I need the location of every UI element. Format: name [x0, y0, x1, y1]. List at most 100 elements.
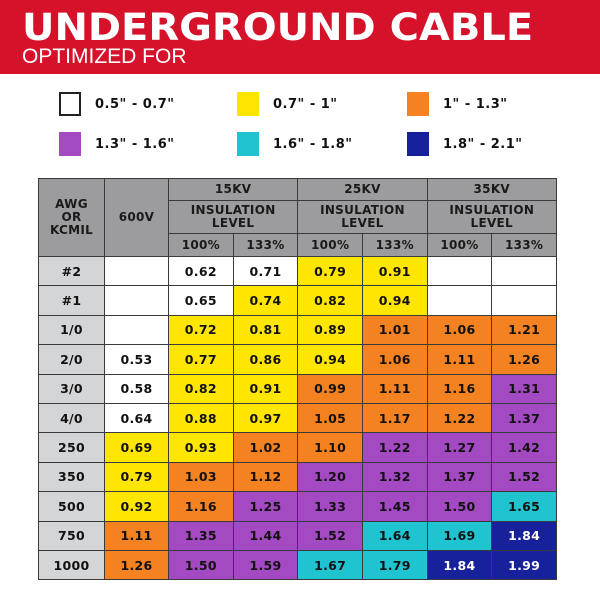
- table-row: 3/0 0.58 0.82 0.91 0.99 1.11 1.16 1.31: [38, 373, 557, 404]
- diameter-cell: 1.44: [232, 520, 299, 551]
- awg-header: AWG OR KCMIL: [38, 178, 105, 257]
- diameter-cell: 0.69: [104, 432, 169, 463]
- awg-cell: #1: [38, 285, 105, 316]
- table-row: 1/0 0.72 0.81 0.89 1.01 1.06 1.21: [38, 314, 557, 346]
- diameter-cell: [104, 285, 169, 316]
- page-subtitle: OPTIMIZED FOR: [22, 45, 187, 68]
- diameter-cell: 0.91: [361, 255, 428, 287]
- diameter-cell: 0.94: [361, 285, 428, 316]
- diameter-cell: 0.99: [297, 373, 363, 404]
- diameter-cell: 0.74: [232, 285, 299, 316]
- legend-item: 0.5" - 0.7": [59, 92, 175, 116]
- diameter-cell: 1.42: [491, 432, 557, 463]
- diameter-cell: 0.62: [168, 255, 234, 287]
- diameter-cell: 1.52: [491, 461, 557, 493]
- legend-item: 0.7" - 1": [237, 92, 338, 116]
- diameter-cell: 0.91: [232, 373, 299, 404]
- legend-label: 0.7" - 1": [273, 96, 338, 112]
- diameter-cell: 1.26: [491, 344, 557, 375]
- legend-item: 1.8" - 2.1": [407, 132, 523, 156]
- diameter-cell: 0.58: [104, 373, 169, 404]
- awg-cell: 2/0: [38, 344, 105, 375]
- diameter-cell: 0.81: [232, 314, 299, 346]
- table-row: 4/0 0.64 0.88 0.97 1.05 1.17 1.22 1.37: [38, 402, 557, 434]
- awg-cell: 250: [38, 432, 105, 463]
- diameter-cell: 1.25: [232, 491, 299, 522]
- diameter-cell: 1.26: [104, 549, 169, 581]
- diameter-cell: 1.45: [361, 491, 428, 522]
- insulation-header: INSULATION LEVEL: [167, 200, 299, 234]
- diameter-cell: 1.16: [168, 491, 234, 522]
- diameter-cell: 1.01: [361, 314, 428, 346]
- legend-label: 1.3" - 1.6": [95, 136, 175, 152]
- diameter-cell: 1.16: [426, 373, 493, 404]
- legend-item: 1.3" - 1.6": [59, 132, 175, 156]
- diameter-cell: [491, 255, 557, 287]
- diameter-cell: 1.05: [297, 402, 363, 434]
- diameter-cell: 1.31: [491, 373, 557, 404]
- diameter-cell: 1.84: [426, 549, 493, 581]
- cable-size-table: AWG OR KCMIL 600V 15KV 25KV 35KV INSULAT…: [38, 178, 557, 581]
- color-swatch: [407, 132, 429, 156]
- awg-cell: 350: [38, 461, 105, 493]
- diameter-cell: 1.22: [426, 402, 493, 434]
- color-swatch: [59, 132, 81, 156]
- diameter-cell: 1.12: [232, 461, 299, 493]
- awg-cell: #2: [38, 255, 105, 287]
- diameter-cell: 1.11: [104, 520, 169, 551]
- diameter-cell: 0.65: [168, 285, 234, 316]
- diameter-cell: 0.82: [297, 285, 363, 316]
- diameter-cell: [426, 285, 493, 316]
- diameter-cell: 0.77: [168, 344, 234, 375]
- insulation-level-header: 100%: [297, 233, 363, 257]
- table-row: 500 0.92 1.16 1.25 1.33 1.45 1.50 1.65: [38, 491, 557, 522]
- diameter-cell: 1.84: [491, 520, 557, 551]
- color-swatch: [59, 92, 81, 116]
- diameter-cell: 1.50: [168, 549, 234, 581]
- diameter-cell: 0.79: [297, 255, 363, 287]
- awg-cell: 1000: [38, 549, 105, 581]
- insulation-level-header: 133%: [361, 233, 428, 257]
- diameter-cell: 1.20: [297, 461, 363, 493]
- diameter-cell: 1.35: [168, 520, 234, 551]
- diameter-cell: 0.93: [168, 432, 234, 463]
- diameter-cell: 0.82: [168, 373, 234, 404]
- diameter-cell: 1.59: [232, 549, 299, 581]
- legend-item: 1.6" - 1.8": [237, 132, 353, 156]
- insulation-level-header: 100%: [426, 233, 493, 257]
- diameter-cell: 1.06: [426, 314, 493, 346]
- legend-label: 1.8" - 2.1": [443, 136, 523, 152]
- diameter-cell: 1.37: [491, 402, 557, 434]
- table-row: 350 0.79 1.03 1.12 1.20 1.32 1.37 1.52: [38, 461, 557, 493]
- diameter-cell: [104, 255, 169, 287]
- kv-header: 15KV: [167, 178, 299, 201]
- diameter-cell: [104, 314, 169, 346]
- diameter-cell: 1.03: [168, 461, 234, 493]
- awg-cell: 500: [38, 491, 105, 522]
- 600v-header: 600V: [104, 178, 169, 257]
- table-row: #2 0.62 0.71 0.79 0.91: [38, 255, 557, 287]
- diameter-cell: 1.99: [491, 549, 557, 581]
- insulation-header: INSULATION LEVEL: [297, 200, 428, 234]
- diameter-cell: 1.17: [361, 402, 428, 434]
- awg-cell: 1/0: [38, 314, 105, 346]
- diameter-cell: 1.11: [426, 344, 493, 375]
- legend-item: 1" - 1.3": [407, 92, 508, 116]
- diameter-cell: 1.52: [297, 520, 363, 551]
- kv-header: 35KV: [426, 178, 557, 201]
- color-swatch: [407, 92, 429, 116]
- diameter-cell: 0.64: [104, 402, 169, 434]
- color-swatch: [237, 132, 259, 156]
- diameter-cell: 1.33: [297, 491, 363, 522]
- table-row: 250 0.69 0.93 1.02 1.10 1.22 1.27 1.42: [38, 432, 557, 463]
- table-row: 1000 1.26 1.50 1.59 1.67 1.79 1.84 1.99: [38, 549, 557, 581]
- diameter-cell: 1.69: [426, 520, 493, 551]
- awg-cell: 4/0: [38, 402, 105, 434]
- diameter-cell: [491, 285, 557, 316]
- awg-cell: 750: [38, 520, 105, 551]
- diameter-cell: 0.86: [232, 344, 299, 375]
- page-title: UNDERGROUND CABLE: [22, 6, 534, 49]
- diameter-cell: 0.53: [104, 344, 169, 375]
- awg-cell: 3/0: [38, 373, 105, 404]
- diameter-cell: 0.88: [168, 402, 234, 434]
